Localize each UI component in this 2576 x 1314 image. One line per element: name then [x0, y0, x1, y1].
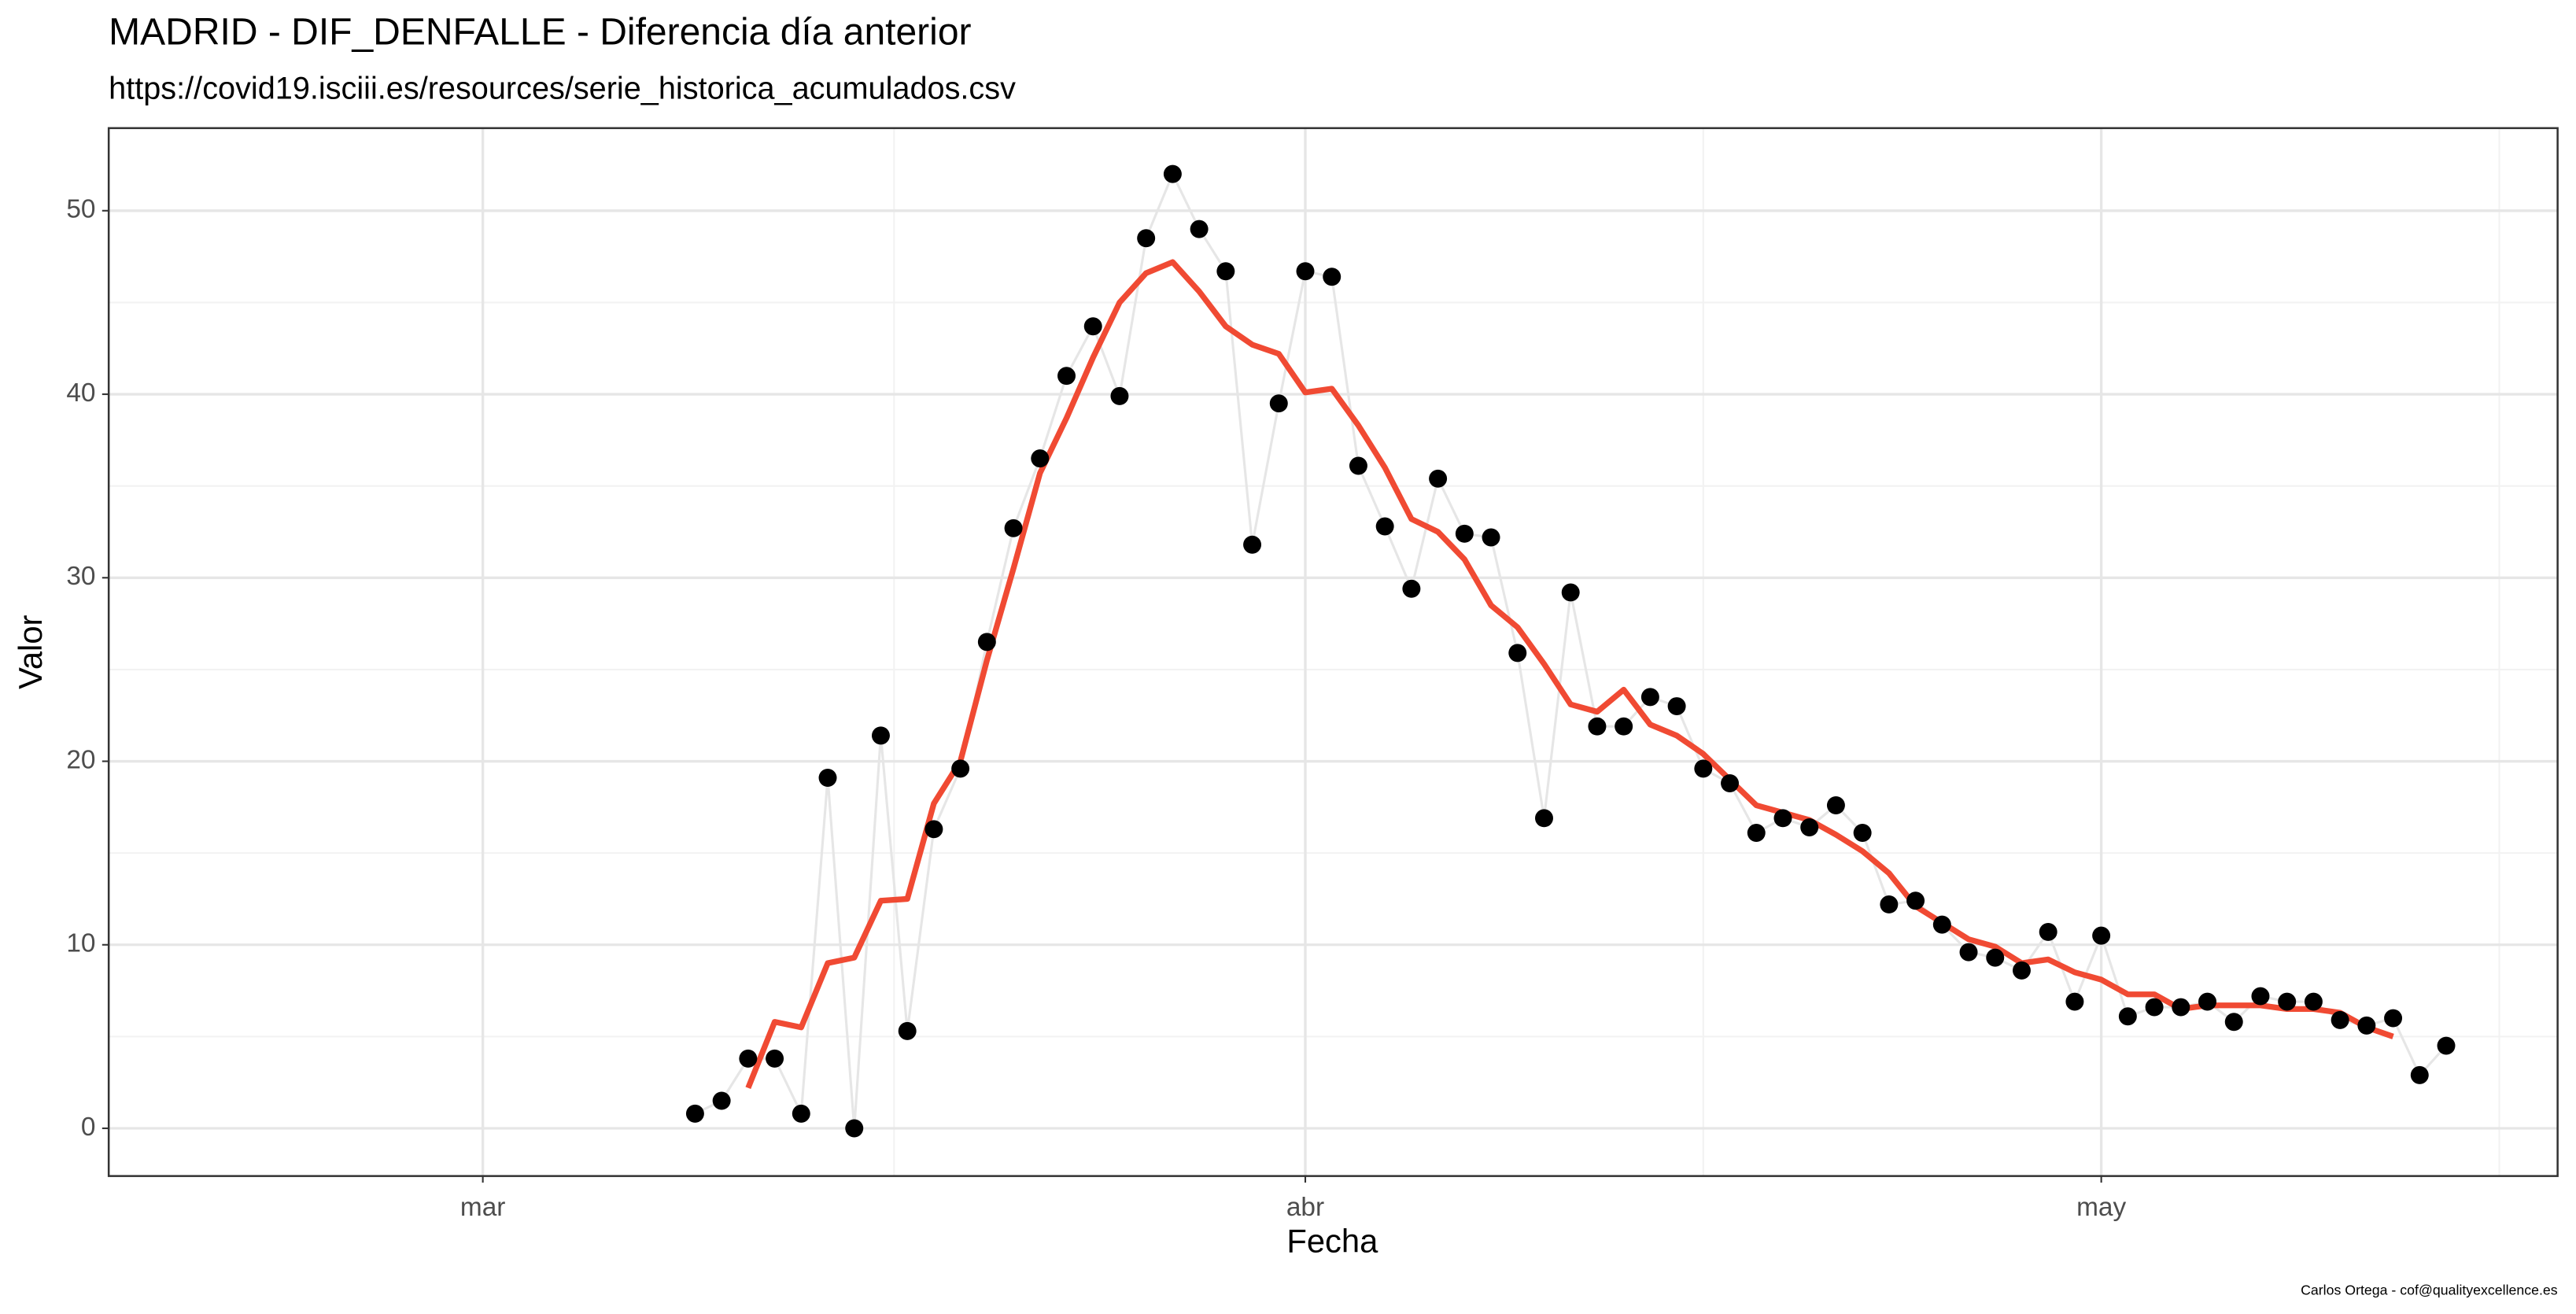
data-point — [1110, 386, 1129, 405]
data-point — [766, 1049, 784, 1068]
y-tick-label: 50 — [66, 195, 95, 224]
data-point — [1004, 519, 1023, 537]
x-tick-label: mar — [460, 1193, 506, 1222]
data-point — [1508, 644, 1527, 663]
caption: Carlos Ortega - cof@qualityexcellence.es — [2301, 1282, 2558, 1297]
data-point — [1163, 164, 1182, 183]
data-point — [2278, 992, 2297, 1011]
data-point — [1296, 262, 1315, 281]
data-point — [2437, 1036, 2456, 1055]
data-point — [871, 726, 890, 745]
y-tick-label: 20 — [66, 745, 95, 774]
data-point — [1057, 367, 1076, 386]
data-point — [1800, 818, 1819, 836]
data-point — [2172, 998, 2190, 1017]
data-point — [1880, 895, 1899, 914]
data-point — [2065, 992, 2084, 1011]
data-point — [1932, 915, 1951, 934]
data-point — [1906, 891, 1925, 910]
data-point — [898, 1021, 917, 1040]
data-point — [2039, 922, 2057, 941]
data-point — [1243, 535, 1262, 554]
panel-border — [107, 127, 2559, 1177]
data-point — [1323, 268, 1342, 286]
data-point — [1455, 524, 1474, 543]
data-point — [1482, 528, 1500, 547]
y-tick-label: 40 — [66, 378, 95, 408]
x-tick-label: abr — [1286, 1193, 1324, 1222]
data-point — [1721, 774, 1740, 792]
data-point — [2251, 987, 2270, 1006]
y-axis-label: Valor — [12, 615, 49, 688]
data-point — [1694, 759, 1713, 778]
data-point — [685, 1104, 704, 1123]
data-point — [1429, 469, 1448, 488]
smooth-line — [745, 259, 2394, 1090]
data-point — [2410, 1065, 2429, 1084]
data-point — [1375, 517, 1394, 536]
data-point — [712, 1091, 731, 1110]
data-point — [2092, 926, 2111, 945]
data-point — [818, 769, 837, 787]
data-point — [2198, 992, 2216, 1011]
y-tick-label: 30 — [66, 562, 95, 591]
data-point — [1216, 262, 1235, 281]
data-point — [1031, 449, 1050, 468]
data-point — [2224, 1013, 2243, 1032]
data-point — [2304, 992, 2323, 1011]
data-point — [739, 1049, 758, 1068]
data-point — [1269, 394, 1288, 413]
data-point — [1773, 809, 1792, 828]
data-point — [2012, 961, 2031, 980]
data-point — [924, 820, 943, 839]
data-point — [2145, 998, 2164, 1017]
data-point — [1535, 809, 1553, 828]
y-tick-label: 0 — [81, 1113, 96, 1142]
data-point — [792, 1104, 810, 1123]
data-point — [1826, 796, 1845, 814]
data-point — [1137, 229, 1156, 248]
chart-subtitle: https://covid19.isciii.es/resources/seri… — [109, 71, 1016, 105]
data-point — [1190, 220, 1209, 238]
y-tick-label: 10 — [66, 929, 95, 958]
data-point — [1853, 824, 1872, 842]
data-point — [1747, 824, 1766, 842]
x-tick-label: may — [2076, 1193, 2126, 1222]
data-point — [1083, 317, 1102, 336]
data-point — [1667, 697, 1686, 716]
data-point — [2384, 1009, 2403, 1028]
data-point — [2118, 1007, 2137, 1026]
data-point — [1588, 717, 1607, 736]
data-point — [2357, 1016, 2376, 1035]
data-point — [1986, 948, 2005, 967]
data-point — [951, 759, 970, 778]
data-point — [845, 1119, 864, 1138]
data-point — [1615, 717, 1633, 736]
data-point — [1959, 943, 1978, 962]
data-point — [977, 633, 996, 651]
chart-title: MADRID - DIF_DENFALLE - Diferencia día a… — [109, 12, 971, 54]
x-axis-label: Fecha — [1286, 1222, 1378, 1259]
data-point — [2331, 1010, 2349, 1029]
data-point — [1402, 579, 1421, 598]
data-point — [1349, 456, 1367, 475]
data-point — [1561, 583, 1580, 602]
data-point — [1640, 688, 1659, 707]
